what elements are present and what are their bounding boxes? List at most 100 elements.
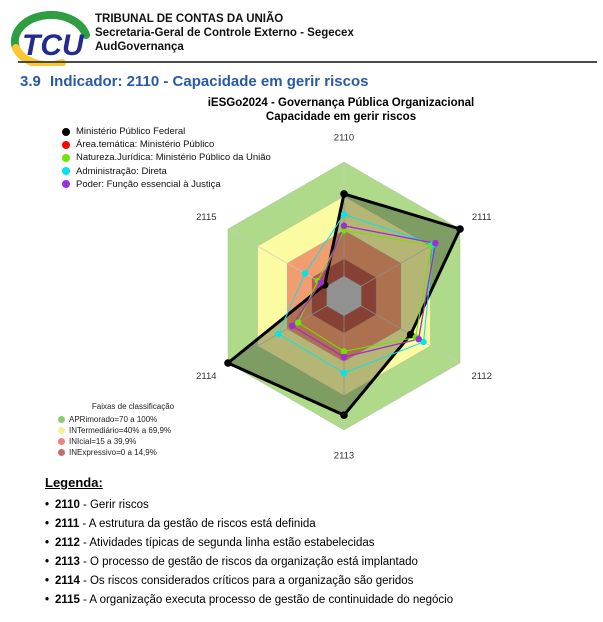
series-legend-item: Administração: Direta [62, 165, 271, 178]
radar-spoke [227, 295, 345, 364]
org-unit: AudGovernança [95, 41, 184, 53]
chart-title: iESGo2024 - Governança Pública Organizac… [207, 97, 475, 109]
radar-data-point [288, 322, 296, 330]
series-legend-item: Área.temática: Ministério Público [62, 138, 271, 151]
radar-axis-label: 2115 [196, 212, 216, 223]
band-label: INTermediário=40% a 69,9% [69, 426, 172, 435]
radar-chart: 2110 2111 2112 2113 2114 2115 [196, 133, 492, 462]
band-label: INExpressivo=0 a 14,9% [69, 448, 157, 457]
section-number: 3.9 [20, 73, 41, 90]
radar-axis-label: 2112 [471, 371, 491, 382]
radar-data-point [340, 353, 348, 361]
radar-data-point [340, 190, 348, 198]
bullet-icon: • [45, 575, 50, 587]
legend-item-text: - A estrutura da gestão de riscos está d… [82, 518, 316, 530]
series-color-dot-icon [62, 153, 70, 162]
radar-data-point [432, 240, 439, 247]
classification-bands-legend: Faixas de classificação APRimorado=70 a … [58, 402, 228, 458]
legend-item: • 2110- Gerir riscos [45, 496, 585, 515]
radar-spoke [343, 228, 461, 297]
radar-data-point [415, 335, 422, 343]
section-heading: 3.9 Indicador: 2110 - Capacidade em gerir… [20, 73, 368, 90]
legend-item-text: - Gerir riscos [82, 499, 149, 511]
series-legend-item: Ministério Público Federal [62, 125, 271, 138]
chart-titles: iESGo2024 - Governança Pública Organizac… [80, 96, 602, 124]
org-secretariat: Secretaria-Geral de Controle Externo - S… [95, 27, 354, 39]
radar-data-point [301, 270, 309, 277]
legend-item: • 2112- Atividades típicas de segunda lin… [45, 534, 585, 553]
radar-axis-label: 2110 [334, 133, 354, 144]
legend-item-code: 2114 [55, 575, 80, 587]
legend-heading: Legenda: [45, 475, 103, 490]
header-divider [18, 61, 597, 63]
classification-band-item: INExpressivo=0 a 14,9% [58, 447, 228, 458]
chart-subtitle: Capacidade em gerir riscos [265, 111, 417, 123]
legend-item: • 2111- A estrutura da gestão de riscos e… [45, 515, 585, 534]
radar-data-point [340, 222, 348, 230]
band-color-dot-icon [58, 449, 65, 456]
series-color-dot-icon [62, 180, 70, 189]
classification-band-item: INIcial=15 a 39,9% [58, 436, 228, 447]
section-title: Indicador: 2110 - Capacidade em gerir ri… [50, 73, 369, 90]
radar-axis-label: 2113 [334, 451, 354, 462]
org-name: TRIBUNAL DE CONTAS DA UNIÃO [95, 13, 284, 25]
series-legend-item: Poder: Função essencial à Justiça [62, 178, 271, 191]
radar-axis-label: 2111 [472, 212, 492, 223]
legend-item-code: 2113 [55, 556, 80, 568]
tcu-logo-text: TCU [22, 29, 85, 62]
radar-data-point [294, 319, 302, 326]
legend-item-code: 2111 [55, 518, 80, 530]
legend-item-text: - O processo de gestão de riscos da orga… [82, 556, 418, 568]
series-color-dot-icon [62, 140, 70, 149]
legend-item-text: - Atividades típicas de segunda linha es… [82, 537, 375, 549]
bullet-icon: • [45, 594, 50, 606]
bullet-icon: • [45, 499, 50, 511]
band-color-dot-icon [58, 438, 65, 445]
legend-item-code: 2115 [55, 594, 80, 606]
letterhead: TRIBUNAL DE CONTAS DA UNIÃO Secretaria-G… [95, 12, 575, 54]
classification-band-item: APRimorado=70 a 100% [58, 414, 228, 425]
legend-item: • 2115- A organização executa processo de… [45, 591, 585, 610]
radar-data-point [340, 348, 348, 355]
classification-bands-title: Faixas de classificação [91, 402, 175, 411]
band-label: APRimorado=70 a 100% [69, 415, 158, 424]
series-legend-label: Área.temática: Ministério Público [76, 139, 215, 151]
radar-data-point [275, 330, 282, 338]
legend-item-code: 2112 [55, 537, 80, 549]
band-color-dot-icon [58, 427, 65, 434]
tcu-logo-green-swoosh [10, 10, 90, 52]
radar-data-point [340, 411, 348, 419]
radar-data-point [340, 211, 348, 218]
series-legend-label: Poder: Função essencial à Justiça [76, 178, 221, 190]
bullet-icon: • [45, 556, 50, 568]
radar-data-point [317, 279, 324, 286]
legend-section: Legenda: • 2110- Gerir riscos • 2111- A est… [45, 475, 585, 610]
legend-item: • 2114- Os riscos considerados críticos p… [45, 572, 585, 591]
series-legend: Ministério Público Federal Área.temática:… [62, 125, 271, 191]
series-legend-label: Administração: Direta [76, 165, 167, 177]
radar-data-point [456, 225, 464, 233]
legend-item: • 2113- O processo de gestão de riscos da… [45, 553, 585, 572]
band-color-dot-icon [58, 416, 65, 423]
radar-data-point [224, 359, 232, 367]
legend-list: • 2110- Gerir riscos • 2111- A estrutura da… [45, 496, 585, 610]
tcu-logo: TCU [10, 10, 90, 66]
series-legend-label: Natureza.Jurídica: Ministério Público da… [76, 152, 271, 164]
legend-item-text: - A organização executa processo de gest… [82, 594, 454, 606]
radar-axis-label: 2114 [196, 371, 216, 382]
legend-item-code: 2110 [55, 499, 80, 511]
bullet-icon: • [45, 537, 50, 549]
series-color-dot-icon [62, 167, 70, 176]
radar-data-point [340, 369, 348, 377]
series-legend-label: Ministério Público Federal [76, 126, 186, 138]
legend-item-text: - Os riscos considerados críticos para a… [82, 575, 414, 587]
radar-data-point [340, 227, 348, 234]
classification-band-item: INTermediário=40% a 69,9% [58, 425, 228, 436]
bullet-icon: • [45, 518, 50, 530]
series-color-dot-icon [62, 127, 70, 136]
series-legend-item: Natureza.Jurídica: Ministério Público da… [62, 151, 271, 164]
radar-data-point [420, 338, 427, 346]
radar-spoke [343, 295, 461, 364]
band-label: INIcial=15 a 39,9% [69, 437, 137, 446]
